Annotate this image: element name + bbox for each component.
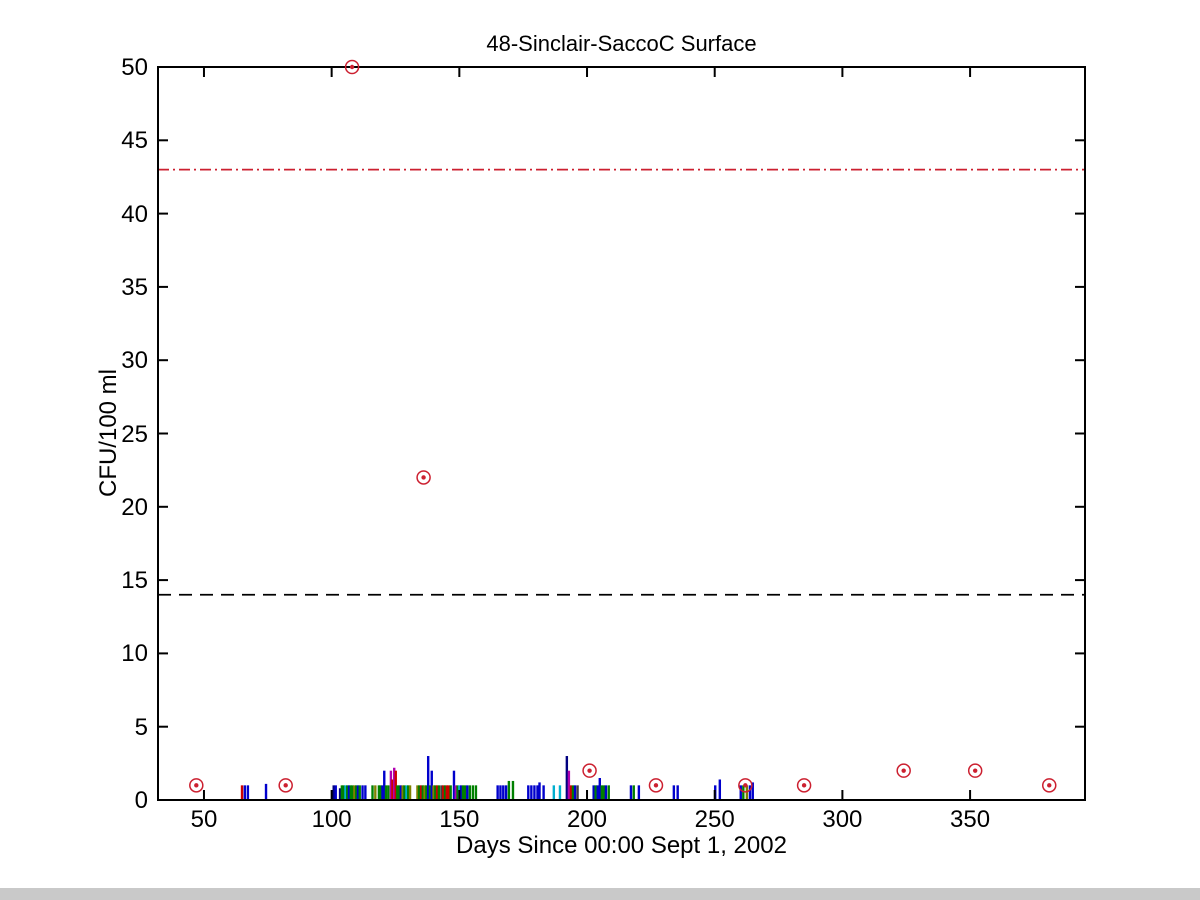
sample-marker-dot: [194, 783, 199, 788]
sample-marker-ring: [896, 763, 911, 778]
sample-marker-ring: [278, 778, 293, 793]
y-tick-label: 50: [121, 54, 148, 81]
window-bottom-strip: [0, 888, 1200, 900]
sample-marker-ring: [796, 778, 812, 793]
sample-marker-dot: [743, 783, 748, 788]
sample-marker-ring: [416, 470, 431, 485]
y-tick-label: 20: [121, 493, 148, 521]
x-tick-label: 150: [439, 806, 480, 833]
sample-marker-ring: [967, 763, 983, 778]
x-tick-label: 250: [694, 806, 735, 833]
y-tick-label: 0: [134, 787, 148, 814]
y-tick-label: 40: [121, 200, 148, 228]
sample-marker-dot: [901, 768, 906, 773]
sample-marker-dot: [587, 768, 592, 773]
x-tick-label: 350: [950, 806, 991, 833]
y-tick-label: 45: [121, 127, 148, 155]
y-tick-label: 35: [121, 273, 148, 301]
y-tick-label: 10: [121, 640, 148, 668]
sample-marker-ring: [344, 59, 360, 75]
sample-marker-ring: [738, 778, 753, 793]
sample-marker-dot: [972, 768, 978, 773]
x-axis-label: Days Since 00:00 Sept 1, 2002: [456, 832, 787, 859]
sample-marker-dot: [1047, 783, 1052, 788]
sample-marker-ring: [189, 778, 204, 793]
sample-marker-dot: [283, 783, 288, 788]
y-tick-label: 15: [121, 567, 148, 595]
sample-marker-ring: [582, 763, 597, 778]
x-tick-label: 300: [822, 806, 863, 833]
sample-marker-dot: [421, 475, 426, 480]
chart-title: 48-Sinclair-SaccoC Surface: [486, 31, 757, 56]
y-tick-label: 30: [121, 347, 148, 375]
sample-marker-ring: [1041, 778, 1057, 793]
sample-marker-dot: [349, 64, 355, 70]
axis-box: [157, 66, 1086, 801]
x-tick-label: 200: [566, 806, 608, 833]
sample-marker-dot: [653, 783, 659, 788]
y-tick-label: 5: [134, 713, 148, 741]
x-tick-label: 50: [190, 806, 218, 833]
y-tick-label: 25: [121, 420, 148, 448]
sample-marker-ring: [648, 778, 664, 793]
x-tick-label: 100: [311, 806, 352, 833]
sample-marker-dot: [801, 783, 807, 788]
